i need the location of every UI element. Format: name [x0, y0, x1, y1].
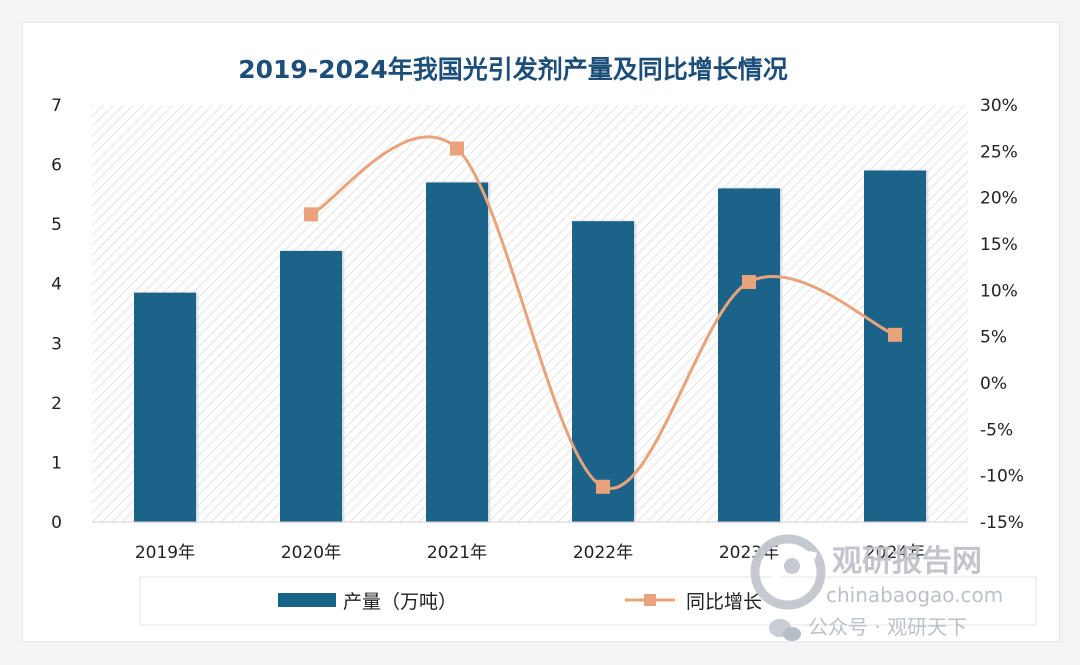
y-right-tick-label: 30%: [980, 96, 1018, 116]
legend-label-line: 同比增长: [686, 591, 762, 613]
legend-item-bar[interactable]: 产量（万吨）: [278, 591, 457, 613]
y-right-tick-label: 15%: [980, 235, 1018, 255]
y-left-tick-label: 4: [51, 275, 62, 295]
growth-point-2023年[interactable]: [742, 274, 756, 289]
wechat-icon: [769, 619, 801, 641]
right-axis: -15% -10% -5% 0% 5% 10% 15% 20% 25% 30%: [980, 96, 1024, 533]
x-tick-label: 2020年: [281, 543, 341, 563]
y-right-tick-label: 5%: [980, 328, 1007, 348]
line-series: [304, 135, 902, 494]
left-axis: 0 1 2 3 4 5 6 7: [51, 96, 62, 533]
bar-series: [134, 170, 926, 522]
y-left-tick-label: 1: [51, 453, 62, 473]
growth-point-2021年[interactable]: [450, 141, 464, 156]
y-left-tick-label: 3: [51, 334, 62, 354]
plot-area: [92, 105, 968, 522]
bar-2024年[interactable]: [864, 170, 926, 522]
x-tick-label: 2019年: [135, 543, 195, 563]
watermark-wechat: 公众号 · 观研天下: [808, 615, 967, 639]
legend-swatch-bar: [278, 593, 336, 607]
watermark: 观研报告网 chinabaogao.com 公众号 · 观研天下: [750, 534, 1003, 641]
growth-point-2020年[interactable]: [304, 207, 318, 222]
growth-point-2022年[interactable]: [596, 479, 610, 494]
watermark-brand: 观研报告网: [832, 544, 982, 579]
y-right-tick-label: 20%: [980, 189, 1018, 209]
y-left-tick-label: 7: [51, 96, 62, 116]
legend-item-line[interactable]: 同比增长: [625, 591, 762, 613]
legend-label-bar: 产量（万吨）: [343, 591, 457, 613]
bar-2021年[interactable]: [426, 182, 488, 522]
y-right-tick-label: -15%: [980, 513, 1024, 533]
legend-marker-line: [644, 594, 656, 606]
bar-2019年[interactable]: [134, 292, 196, 522]
y-right-tick-label: 0%: [980, 374, 1007, 394]
watermark-logo-icon: [750, 534, 826, 610]
y-right-tick-label: 10%: [980, 281, 1018, 301]
y-right-tick-label: -5%: [980, 420, 1013, 440]
chart-title: 2019-2024年我国光引发剂产量及同比增长情况: [238, 55, 788, 84]
x-tick-label: 2024年: [865, 543, 925, 563]
y-left-tick-label: 5: [51, 215, 62, 235]
y-right-tick-label: -10%: [980, 467, 1024, 487]
y-right-tick-label: 25%: [980, 142, 1018, 162]
watermark-site: chinabaogao.com: [826, 583, 1003, 607]
x-tick-label: 2022年: [573, 543, 633, 563]
x-axis: 2019年 2020年 2021年 2022年 2023年 2024年: [135, 543, 925, 563]
bar-2023年[interactable]: [718, 188, 780, 522]
y-left-tick-label: 0: [51, 513, 62, 533]
growth-point-2024年[interactable]: [888, 327, 902, 342]
y-left-tick-label: 2: [51, 394, 62, 414]
x-tick-label: 2021年: [427, 543, 487, 563]
bar-2022年[interactable]: [572, 221, 634, 522]
bar-2020年[interactable]: [280, 250, 342, 522]
y-left-tick-label: 6: [51, 156, 62, 176]
